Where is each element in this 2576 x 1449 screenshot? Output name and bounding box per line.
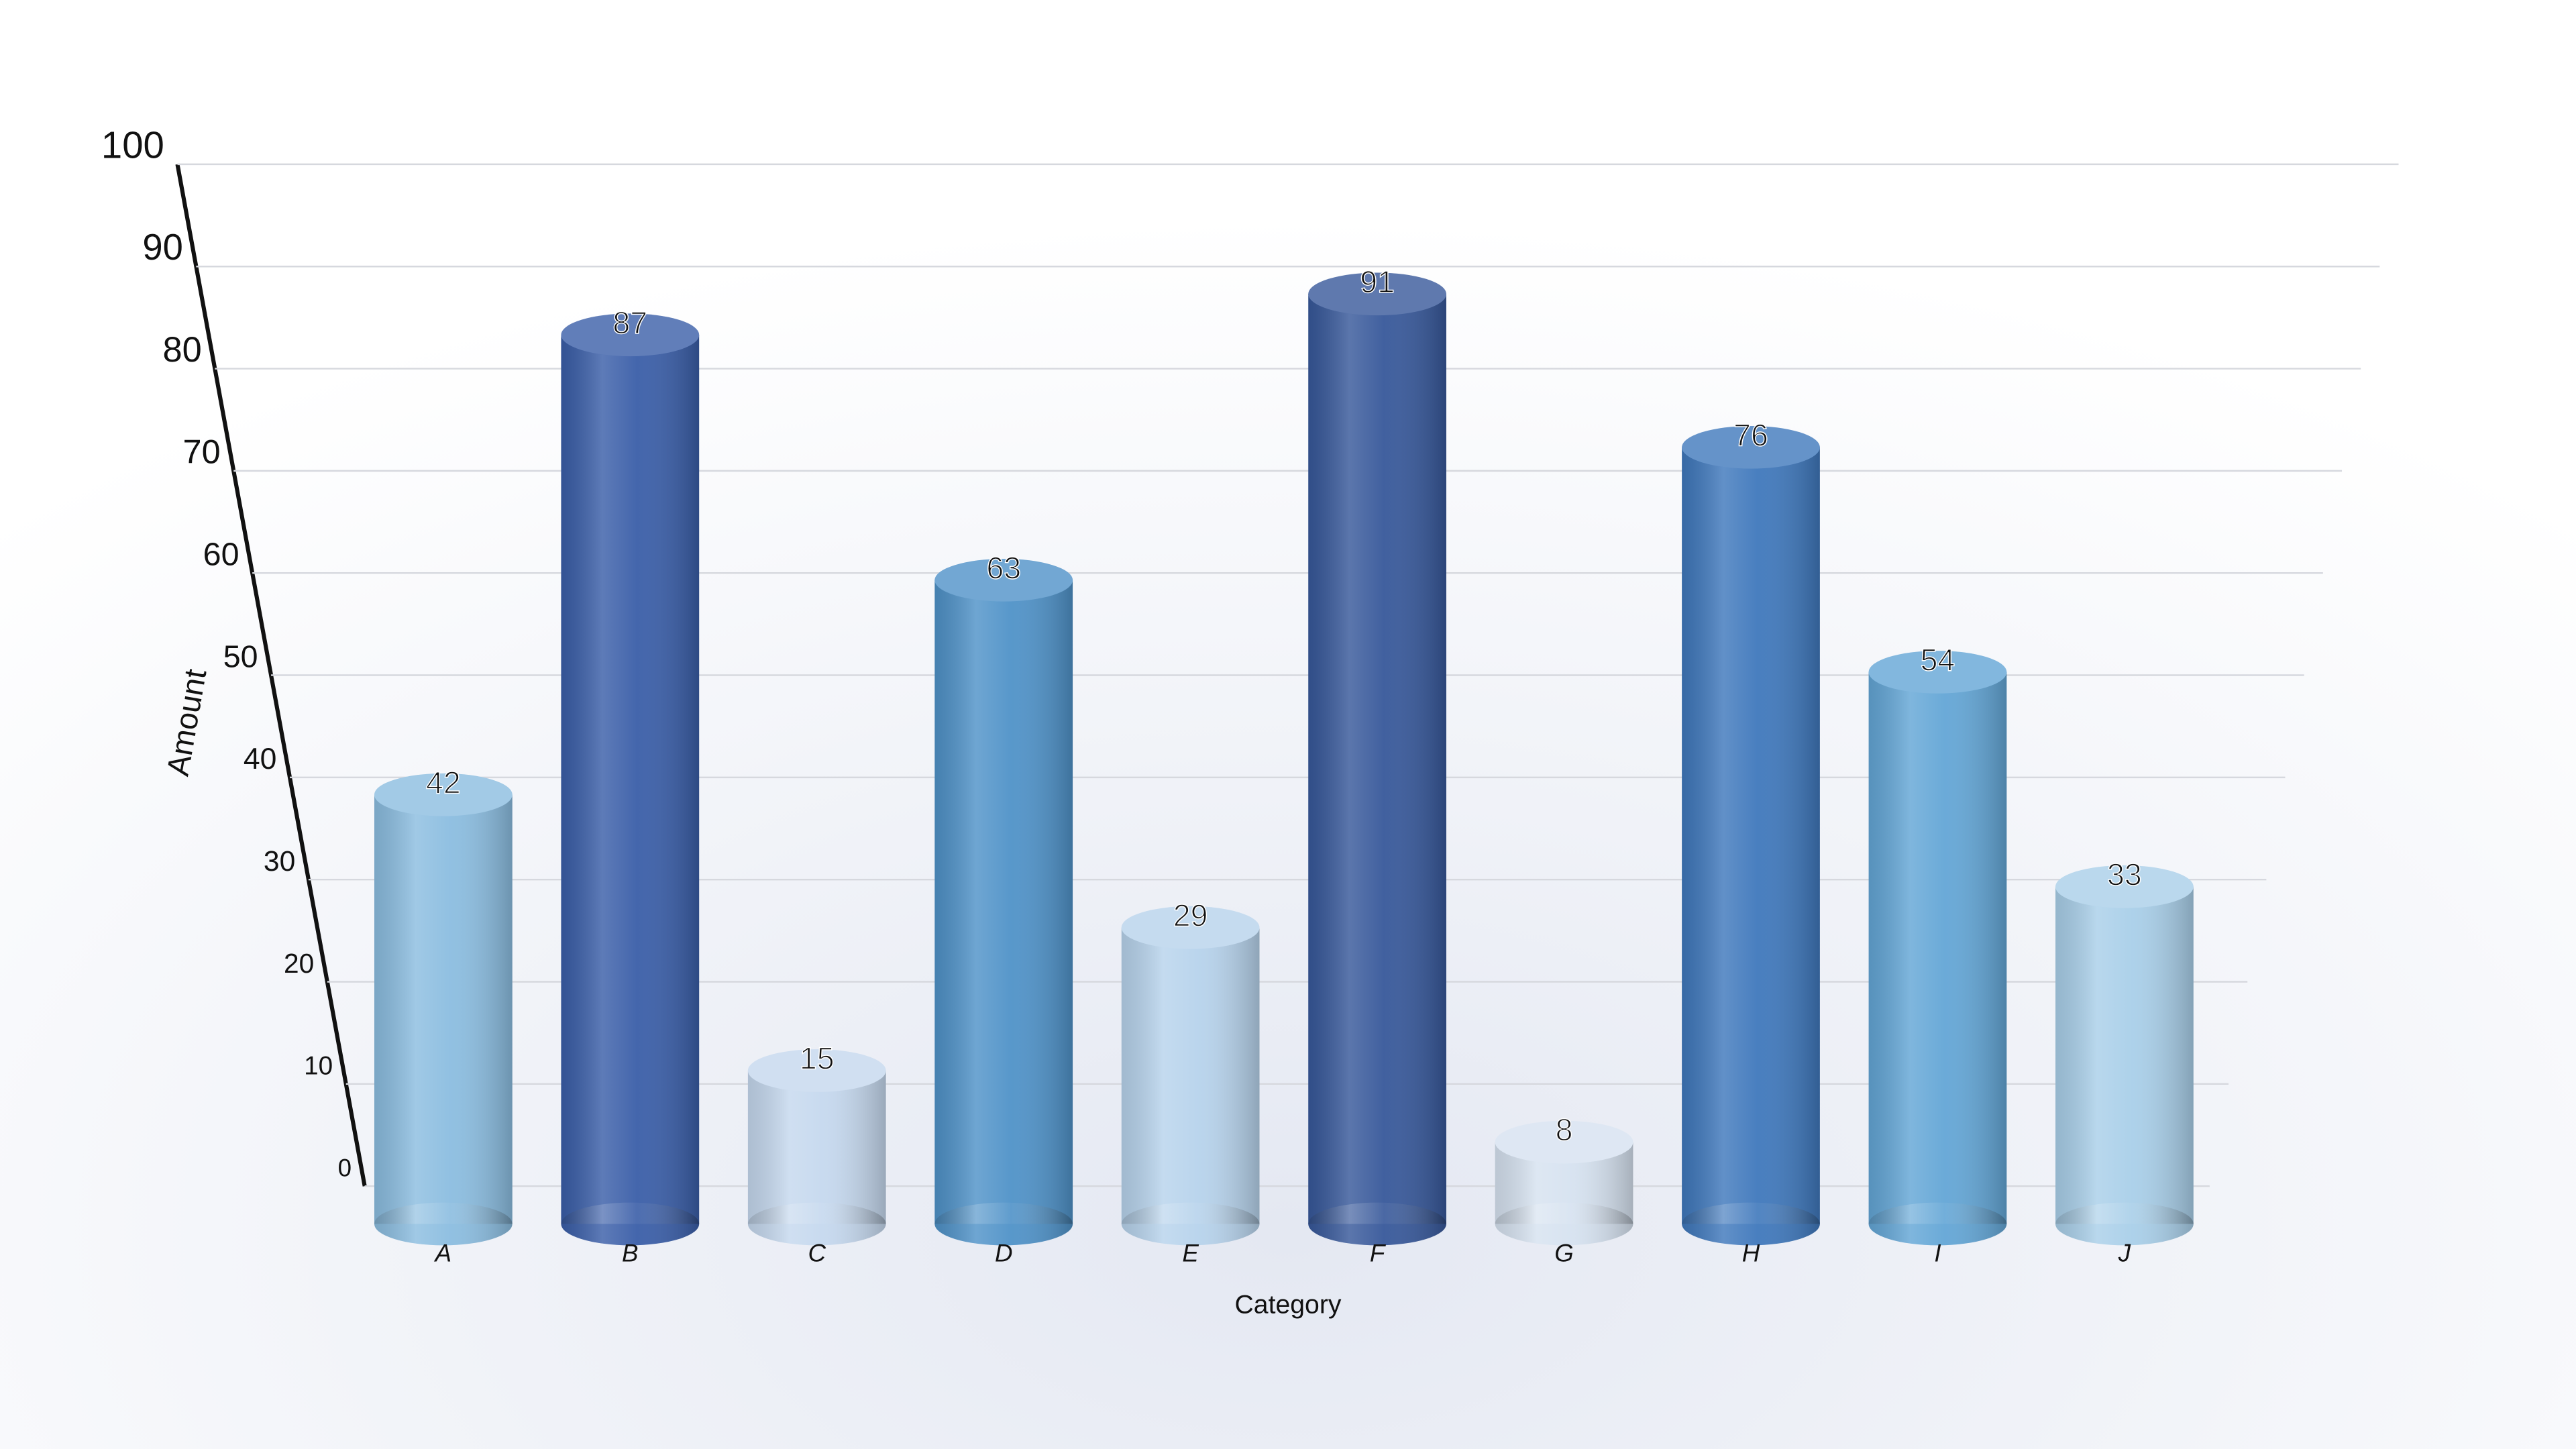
bar-cap — [1495, 1120, 1633, 1164]
y-tick-label: 0 — [338, 1154, 352, 1181]
value-label: 87 — [612, 305, 647, 340]
bar-cap-highlight — [747, 1049, 886, 1092]
y-tick-label: 60 — [203, 537, 239, 573]
y-tick-label: 70 — [183, 433, 221, 471]
bar-cap — [1308, 272, 1446, 316]
y-tick-label: 90 — [142, 227, 182, 268]
bar-cap — [561, 313, 700, 357]
bar-shade — [934, 580, 1073, 1224]
x-tick-label: B — [622, 1240, 639, 1267]
x-tick-label: F — [1370, 1240, 1387, 1267]
bar-cap-highlight — [1308, 272, 1446, 316]
y-tick-label: 30 — [264, 845, 295, 877]
bar-cap-highlight — [374, 773, 513, 816]
bar-cap — [1868, 651, 2007, 694]
x-tick-label: J — [2118, 1240, 2131, 1267]
bar-shade — [1682, 447, 1820, 1224]
y-tick-label: 20 — [284, 948, 314, 979]
bar-base-shade — [561, 1202, 700, 1246]
bar-shade — [561, 335, 700, 1224]
y-tick-label: 10 — [304, 1052, 333, 1081]
x-tick-label: D — [995, 1240, 1013, 1267]
value-label: 42 — [426, 765, 461, 800]
bar-base-shade — [1308, 1202, 1446, 1246]
bar-shade — [374, 794, 513, 1224]
bar-cap — [2055, 865, 2194, 908]
bar-cap — [1682, 425, 1820, 469]
bar-cap-highlight — [1868, 651, 2007, 694]
bar-shade — [1308, 294, 1446, 1224]
value-label: 8 — [1556, 1112, 1573, 1147]
bar-cap-highlight — [1682, 425, 1820, 469]
bar-cap-highlight — [2055, 865, 2194, 908]
x-tick-label: G — [1554, 1240, 1574, 1267]
x-tick-label: A — [434, 1240, 452, 1267]
bar-cap-highlight — [1495, 1120, 1633, 1164]
bar-base-shade — [374, 1202, 513, 1246]
bar-base-shade — [1121, 1202, 1260, 1246]
y-tick-label: 40 — [244, 743, 277, 775]
value-label: 29 — [1173, 898, 1208, 932]
bar-shade — [1121, 927, 1260, 1224]
bar-base-shade — [2055, 1202, 2194, 1246]
bar-cap — [747, 1049, 886, 1092]
x-tick-label: E — [1182, 1240, 1199, 1267]
value-label: 76 — [1733, 417, 1768, 452]
x-tick-label: H — [1742, 1240, 1760, 1267]
bar-base-shade — [1868, 1202, 2007, 1246]
bar-shade — [2055, 886, 2194, 1224]
bar-cap-highlight — [1121, 906, 1260, 949]
bar-base-shade — [747, 1202, 886, 1246]
bar-cap-highlight — [561, 313, 700, 357]
bar-cap — [934, 558, 1073, 602]
value-label: 54 — [1921, 643, 1955, 678]
bar-shade — [747, 1071, 886, 1224]
bar-base-shade — [1495, 1202, 1633, 1246]
value-label: 33 — [2107, 857, 2142, 892]
x-tick-label: I — [1934, 1240, 1941, 1267]
value-label: 15 — [800, 1041, 835, 1076]
bar-base-shade — [1682, 1202, 1820, 1246]
y-tick-label: 100 — [101, 123, 164, 166]
value-label: 63 — [986, 550, 1021, 585]
value-label: 91 — [1360, 264, 1395, 299]
x-axis-title: Category — [1235, 1290, 1342, 1319]
bar-base-shade — [934, 1202, 1073, 1246]
bar-cap — [1121, 906, 1260, 949]
bar-cap — [374, 773, 513, 816]
bar-cap-highlight — [934, 558, 1073, 602]
y-tick-label: 80 — [162, 331, 201, 370]
y-tick-label: 50 — [223, 639, 258, 674]
x-tick-label: C — [808, 1240, 826, 1267]
bar-shade — [1868, 672, 2007, 1224]
